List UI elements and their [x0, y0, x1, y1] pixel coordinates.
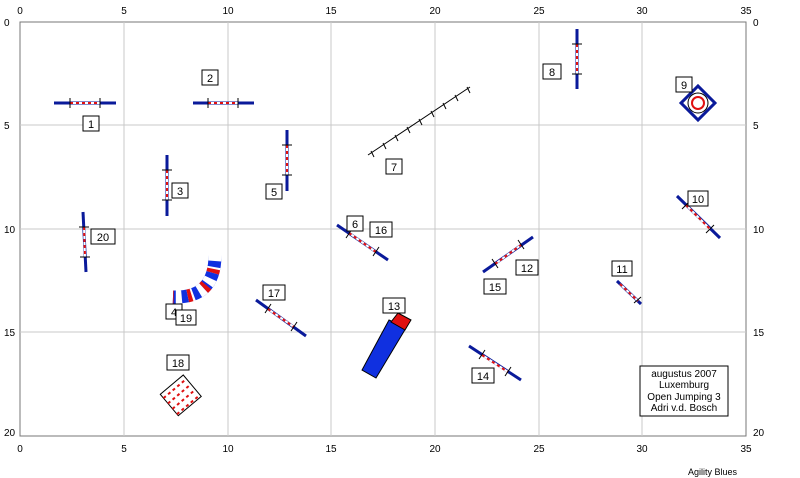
y-tick-left: 0	[4, 18, 10, 29]
x-tick-bottom: 30	[636, 444, 648, 455]
number-7: 7	[391, 162, 397, 174]
x-tick-top: 15	[325, 6, 337, 17]
jump-8	[572, 29, 582, 89]
y-tick-left: 20	[4, 428, 16, 439]
x-tick-bottom: 5	[121, 444, 127, 455]
number-2: 2	[207, 73, 213, 85]
jump-5	[282, 130, 292, 191]
info-class: Open Jumping 3	[647, 392, 721, 403]
number-11: 11	[616, 264, 627, 276]
number-9: 9	[681, 80, 687, 92]
right-axis-labels: 0 5 10 15 20	[753, 18, 765, 439]
x-tick-top: 30	[636, 6, 648, 17]
x-tick-bottom: 25	[533, 444, 545, 455]
info-location: Luxemburg	[659, 380, 709, 391]
jump-12-15	[482, 235, 534, 274]
label-11: 11	[611, 260, 633, 277]
label-18: 18	[166, 354, 190, 371]
label-20: 20	[90, 228, 116, 245]
tunnel-4-19	[172, 254, 222, 304]
number-4: 4	[171, 307, 177, 319]
label-2: 2	[201, 69, 219, 86]
jump-1	[54, 98, 116, 108]
label-14: 14	[471, 367, 495, 384]
label-19: 19	[175, 309, 197, 326]
number-15: 15	[489, 282, 501, 294]
x-tick-top: 20	[429, 6, 441, 17]
x-tick-top: 10	[222, 6, 234, 17]
obstacle-number-labels: 1 2 3 4 5 6 7 8 9 10 11 12 13 14 15 16 1…	[82, 63, 709, 384]
number-14: 14	[477, 371, 489, 383]
jump-2	[193, 98, 254, 108]
info-date: augustus 2007	[651, 369, 717, 380]
x-tick-bottom: 0	[17, 444, 23, 455]
jump-17	[255, 298, 307, 338]
x-tick-bottom: 20	[429, 444, 441, 455]
bottom-axis-labels: 0 5 10 15 20 25 30 35	[17, 444, 752, 455]
x-tick-bottom: 10	[222, 444, 234, 455]
chute-13	[361, 312, 412, 379]
label-6: 6	[346, 215, 364, 232]
y-tick-right: 15	[753, 328, 765, 339]
long-jump-18	[159, 374, 202, 417]
label-8: 8	[542, 63, 562, 80]
jump-3	[162, 155, 172, 216]
y-tick-left: 15	[4, 328, 16, 339]
course-info-box: augustus 2007 Luxemburg Open Jumping 3 A…	[639, 365, 729, 417]
number-19: 19	[180, 313, 192, 325]
left-axis-labels: 0 5 10 15 20	[4, 18, 16, 439]
x-tick-top: 35	[740, 6, 752, 17]
y-tick-right: 0	[753, 18, 759, 29]
x-tick-bottom: 35	[740, 444, 752, 455]
label-16: 16	[369, 221, 393, 238]
label-15: 15	[483, 278, 507, 295]
label-10: 10	[687, 190, 709, 207]
info-judge: Adri v.d. Bosch	[651, 403, 718, 414]
top-axis-labels: 0 5 10 15 20 25 30 35	[17, 6, 752, 17]
number-5: 5	[271, 187, 277, 199]
number-16: 16	[375, 225, 387, 237]
x-tick-bottom: 15	[325, 444, 337, 455]
number-17: 17	[268, 288, 280, 300]
number-12: 12	[521, 263, 533, 275]
x-tick-top: 25	[533, 6, 545, 17]
number-6: 6	[352, 219, 358, 231]
jump-11	[615, 279, 643, 306]
label-1: 1	[82, 115, 100, 132]
x-tick-top: 0	[17, 6, 23, 17]
label-3: 3	[171, 182, 189, 199]
number-20: 20	[97, 232, 109, 244]
label-9: 9	[675, 76, 693, 93]
number-1: 1	[88, 119, 94, 131]
number-10: 10	[692, 194, 704, 206]
jump-20	[79, 211, 90, 273]
number-13: 13	[388, 301, 400, 313]
y-tick-right: 20	[753, 428, 765, 439]
y-tick-right: 5	[753, 121, 759, 132]
y-tick-left: 5	[4, 121, 10, 132]
number-3: 3	[177, 186, 183, 198]
y-tick-left: 10	[4, 225, 16, 236]
number-18: 18	[172, 358, 184, 370]
tyre-9	[678, 83, 718, 123]
label-5: 5	[265, 183, 283, 200]
y-tick-right: 10	[753, 225, 765, 236]
label-17: 17	[262, 284, 286, 301]
weave-poles-7	[367, 86, 471, 158]
label-12: 12	[515, 259, 539, 276]
footer-credit: Agility Blues	[688, 467, 738, 477]
jump-14	[468, 344, 522, 382]
number-8: 8	[549, 67, 555, 79]
x-tick-top: 5	[121, 6, 127, 17]
label-13: 13	[382, 297, 406, 314]
label-7: 7	[385, 158, 403, 175]
